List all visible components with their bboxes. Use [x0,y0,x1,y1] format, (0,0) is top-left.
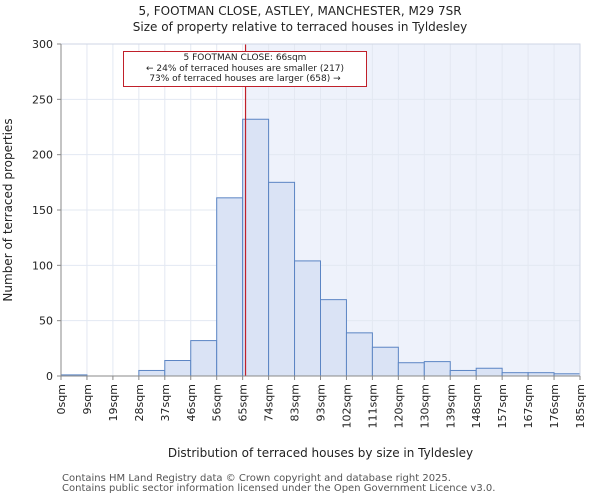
histogram-bar [190,340,218,377]
x-tick-label: 74sqm [263,384,276,421]
histogram-bar [216,197,244,377]
y-tick-label: 50 [39,315,53,328]
y-axis-label: Number of terraced properties [1,118,15,301]
histogram-bar [449,369,477,377]
y-tick-label: 300 [32,38,53,51]
x-tick-label: 83sqm [289,384,302,421]
annotation-line-1: 5 FOOTMAN CLOSE: 66sqm [183,53,307,63]
x-tick-label: 28sqm [133,384,146,421]
annotation-line-2: ← 24% of terraced houses are smaller (21… [145,63,345,74]
x-tick-label: 65sqm [237,384,250,421]
x-tick-label: 102sqm [340,384,353,428]
x-tick-label: 157sqm [496,384,509,428]
histogram-bar [164,360,192,377]
histogram-bar [371,346,399,377]
y-tick-label: 250 [32,93,53,106]
chart-title: 5, FOOTMAN CLOSE, ASTLEY, MANCHESTER, M2… [138,4,462,18]
x-tick-label: 120sqm [392,384,405,428]
x-tick-label: 37sqm [159,384,172,421]
y-tick-label: 200 [32,149,53,162]
x-tick-label: 0sqm [55,384,68,414]
x-tick-label: 56sqm [211,384,224,421]
x-tick-label: 167sqm [522,384,535,428]
x-tick-label: 9sqm [81,384,94,414]
histogram-bar [268,181,296,377]
y-tick-label: 0 [46,370,53,383]
chart-subtitle: Size of property relative to terraced ho… [132,20,468,34]
y-tick-label: 100 [32,259,53,272]
x-tick-label: 130sqm [418,384,431,428]
x-tick-label: 19sqm [107,384,120,421]
x-axis-label: Distribution of terraced houses by size … [168,446,473,460]
x-tick-label: 139sqm [444,384,457,428]
x-tick-label: 46sqm [185,384,198,421]
histogram-bar [397,362,425,377]
histogram-bar [320,299,347,377]
property-annotation: 5 FOOTMAN CLOSE: 66sqm ← 24% of terraced… [123,51,367,87]
x-tick-label: 185sqm [574,384,587,428]
histogram-bar [423,361,451,377]
histogram-bar [345,332,373,377]
y-tick-label: 150 [32,204,53,217]
x-tick-label: 93sqm [315,384,328,421]
histogram-bar [475,367,503,377]
footer-licence: Contains public sector information licen… [62,483,496,494]
x-tick-label: 148sqm [470,384,483,428]
x-tick-label: 176sqm [548,384,561,428]
annotation-line-3: 73% of terraced houses are larger (658) … [149,74,341,84]
histogram-bar [294,260,321,377]
x-tick-label: 111sqm [366,384,379,428]
histogram-bar [242,118,270,377]
histogram-bar [138,369,166,377]
footer-copyright: Contains HM Land Registry data © Crown c… [62,473,451,484]
